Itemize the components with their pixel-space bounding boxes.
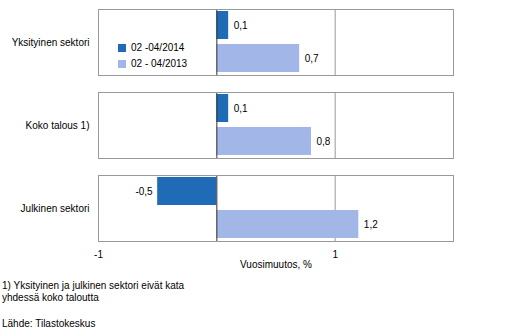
html-text:02 -04/2014: 02 -04/2014 xyxy=(131,42,185,53)
svg-text:Koko talous 1): Koko talous 1) xyxy=(26,120,90,131)
svg-text:1: 1 xyxy=(332,249,338,260)
svg-text:Yksityinen sektori: Yksityinen sektori xyxy=(12,37,90,48)
svg-text:0,1: 0,1 xyxy=(234,103,248,114)
html-text:Lähde: Tilastokeskus: Lähde: Tilastokeskus xyxy=(2,318,96,329)
svg-text:Vuosimuutos, %: Vuosimuutos, % xyxy=(240,259,312,270)
svg-text:-0,5: -0,5 xyxy=(135,186,153,197)
html-text:1) Yksityinen ja julkinen sekt: 1) Yksityinen ja julkinen sektori eivät … xyxy=(2,280,185,303)
svg-text:0,1: 0,1 xyxy=(234,20,248,31)
svg-text:-1: -1 xyxy=(94,249,103,260)
svg-text:1,2: 1,2 xyxy=(364,219,378,230)
svg-text:Julkinen sektori: Julkinen sektori xyxy=(21,203,90,214)
html-text:02 - 04/2013: 02 - 04/2013 xyxy=(131,58,188,69)
svg-text:0,8: 0,8 xyxy=(317,136,331,147)
svg-text:0,7: 0,7 xyxy=(305,53,319,64)
